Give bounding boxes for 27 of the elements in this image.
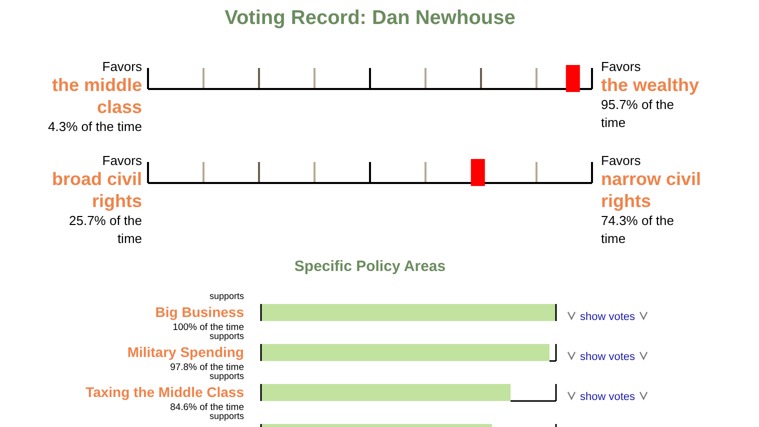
data-label: 84.6% of the time — [170, 402, 244, 413]
text: Favors — [601, 59, 642, 74]
text: show votes — [580, 311, 636, 323]
data-label: 100% of the time — [172, 322, 244, 333]
text: Favors — [102, 153, 142, 168]
category-label: narrow civil rights — [601, 169, 702, 211]
category-label: broad civil rights — [52, 169, 142, 211]
text: supports — [209, 331, 244, 341]
category-label: the middle class — [52, 75, 142, 117]
y-tick-label: Taxing the Middle Class — [86, 384, 244, 400]
data-label: 4.3% of the time — [48, 119, 142, 134]
data-label: 25.7% of the time — [69, 213, 142, 246]
data-label: 74.3% of the time — [601, 213, 674, 246]
text: supports — [209, 371, 244, 381]
text: Voting Record: Dan Newhouse — [224, 7, 516, 29]
text: show votes — [580, 351, 636, 363]
text: show votes — [580, 391, 636, 403]
y-tick-label: Military Spending — [127, 344, 244, 360]
data-label: 97.8% of the time — [170, 362, 244, 373]
text: Favors — [601, 153, 642, 168]
text: supports — [209, 291, 244, 301]
data-label: 95.7% of the time — [601, 97, 674, 130]
chart-title: Specific Policy Areas — [294, 258, 446, 275]
text: supports — [209, 411, 244, 421]
category-label: the wealthy — [601, 75, 700, 95]
y-tick-label: Big Business — [155, 304, 244, 320]
text: Favors — [102, 59, 142, 74]
